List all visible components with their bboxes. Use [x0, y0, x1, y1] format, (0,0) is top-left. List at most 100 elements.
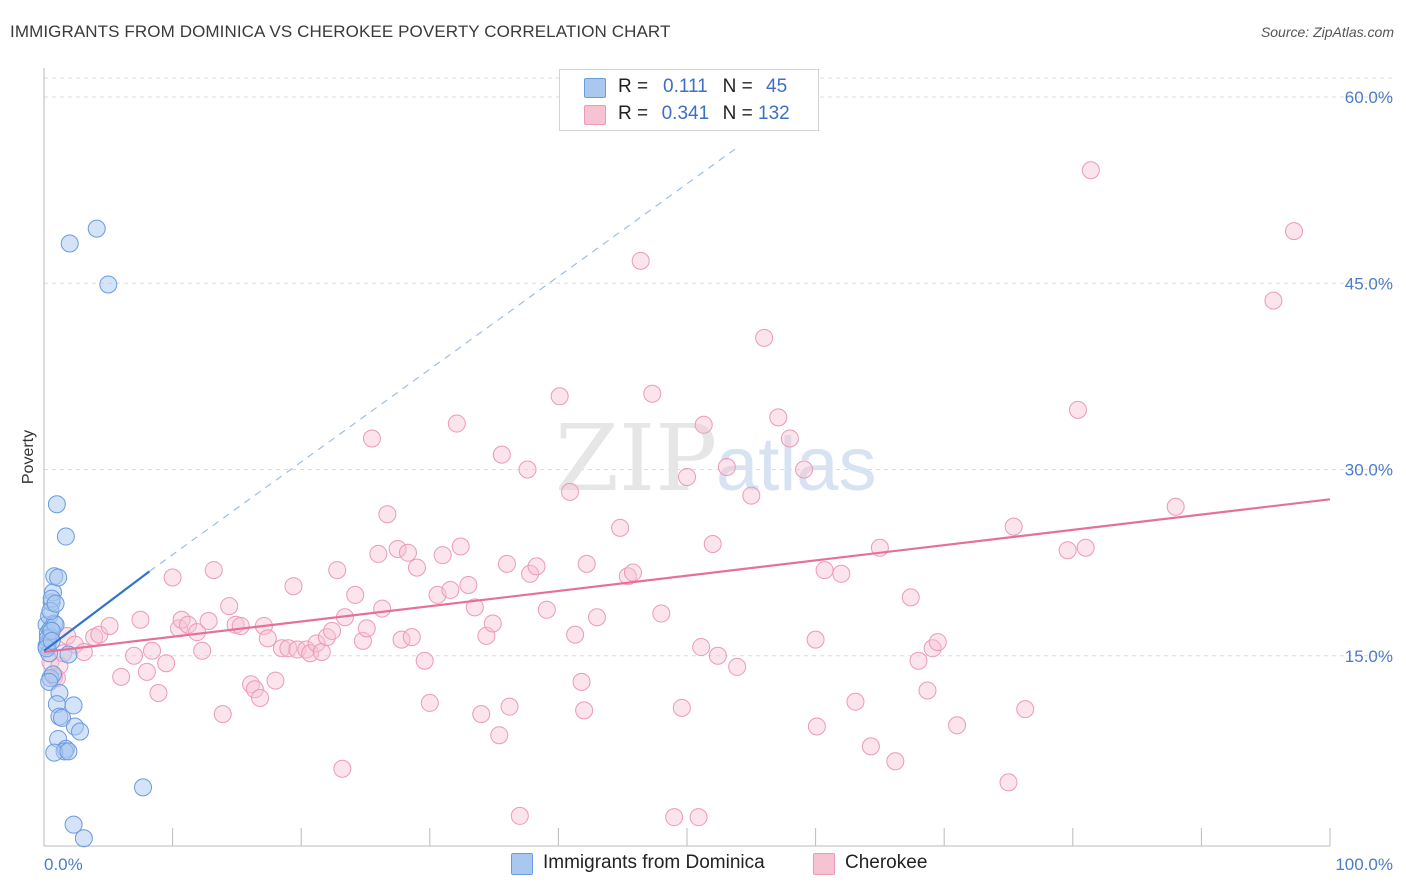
cherokee-point — [231, 616, 250, 635]
cherokee-point — [728, 657, 747, 676]
dominica-point — [87, 219, 106, 238]
cherokee-point — [521, 564, 540, 583]
cherokee-point — [575, 701, 594, 720]
cherokee-point — [703, 535, 722, 553]
cherokee-point — [717, 458, 736, 477]
bottom-legend-swatch-blue — [511, 853, 533, 875]
x-tick-label: 100.0% — [1335, 855, 1393, 874]
cherokee-point — [346, 585, 365, 604]
cherokee-point — [846, 692, 865, 711]
cherokee-point — [861, 737, 880, 756]
bottom-legend-swatch-pink — [813, 853, 835, 875]
dominica-point — [49, 568, 68, 587]
cherokee-point — [832, 564, 851, 583]
cherokee-point — [258, 629, 277, 648]
cherokee-point — [566, 625, 585, 644]
cherokee-point — [1004, 517, 1023, 536]
cherokee-point — [323, 621, 342, 640]
y-tick-label: 30.0% — [1345, 461, 1393, 480]
legend-r-value-cherokee: 0.341 — [661, 103, 710, 124]
cherokee-point — [369, 544, 388, 563]
cherokee-point — [665, 808, 684, 827]
cherokee-point — [490, 726, 509, 745]
cherokee-point — [572, 672, 591, 691]
cherokee-point — [1081, 161, 1100, 180]
cherokee-point — [527, 557, 546, 576]
cherokee-point — [447, 414, 466, 433]
cherokee-point — [886, 752, 905, 771]
cherokee-point — [415, 651, 434, 670]
cherokee-point — [999, 773, 1018, 792]
y-tick-label: 15.0% — [1345, 647, 1393, 666]
watermark-zip: ZIP — [555, 405, 717, 512]
cherokee-point — [266, 671, 285, 690]
dominica-point — [74, 829, 93, 848]
cherokee-point — [472, 705, 491, 724]
cherokee-point — [100, 616, 119, 635]
bottom-legend-label-cherokee: Cherokee — [845, 852, 928, 873]
cherokee-point — [328, 561, 347, 580]
cherokee-point — [131, 610, 150, 629]
cherokee-point — [465, 598, 484, 617]
dominica-points — [37, 219, 153, 848]
cherokee-point — [272, 639, 291, 658]
cherokee-point — [577, 554, 596, 573]
cherokee-point — [279, 639, 298, 658]
cherokee-point — [769, 408, 788, 427]
dominica-point — [42, 631, 61, 650]
dominica-point — [134, 778, 153, 797]
source-credit: Source: ZipAtlas.com — [1260, 24, 1394, 40]
cherokee-point — [451, 537, 470, 556]
cherokee-point — [307, 634, 326, 653]
y-tick-label: 45.0% — [1345, 274, 1393, 293]
cherokee-point — [179, 615, 198, 634]
cherokee-point — [901, 588, 920, 607]
dominica-point — [53, 708, 72, 727]
cherokee-point — [157, 654, 176, 673]
grid-lines — [44, 77, 1395, 657]
cherokee-point — [199, 611, 218, 630]
cherokee-trend-line — [43, 498, 1331, 654]
cherokee-point — [1076, 538, 1095, 557]
cherokee-point — [631, 251, 650, 270]
legend-n-label: N = — [722, 103, 759, 124]
cherokee-point — [652, 604, 671, 623]
legend-n-value-cherokee: 132 — [758, 103, 790, 124]
cherokee-point — [398, 543, 417, 562]
cherokee-point — [780, 429, 799, 448]
cherokee-point — [459, 575, 478, 594]
cherokee-point — [510, 806, 529, 825]
cherokee-point — [643, 384, 662, 403]
legend-swatch-pink — [584, 105, 606, 125]
cherokee-point — [500, 697, 519, 716]
cherokee-point — [928, 633, 947, 652]
cherokee-point — [815, 561, 834, 580]
cherokee-point — [807, 717, 826, 736]
cherokee-point — [112, 667, 131, 686]
dominica-point — [64, 696, 83, 715]
cherokee-point — [441, 580, 460, 599]
cherokee-point — [492, 445, 511, 464]
cherokee-point — [204, 561, 223, 580]
cherokee-point — [245, 680, 264, 699]
legend-n-label: N = — [722, 76, 759, 97]
legend-r-label: R = — [618, 76, 654, 97]
cherokee-point — [708, 646, 727, 665]
cherokee-point — [678, 467, 696, 486]
cherokee-point — [392, 630, 411, 649]
cherokee-point — [284, 577, 303, 596]
legend-swatch-blue — [584, 78, 606, 98]
cherokee-point — [143, 641, 162, 660]
dominica-point — [47, 495, 66, 514]
dominica-point — [59, 742, 78, 761]
legend-n-value-dominica: 45 — [766, 76, 788, 97]
cherokee-point — [550, 387, 569, 406]
cherokee-point — [948, 716, 967, 735]
cherokee-point — [795, 460, 814, 479]
cherokee-point — [220, 597, 239, 616]
cherokee-point — [125, 646, 144, 665]
cherokee-point — [806, 630, 825, 649]
cherokee-point — [537, 600, 556, 619]
cherokee-point — [149, 684, 168, 702]
